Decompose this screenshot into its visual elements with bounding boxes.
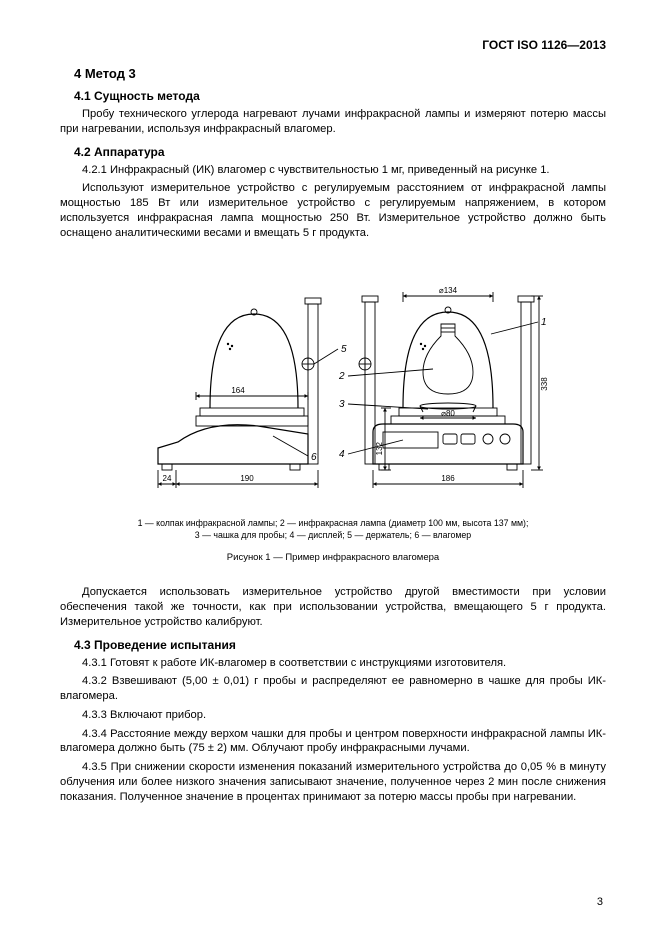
- figure-legend-2: 3 — чашка для пробы; 4 — дисплей; 5 — де…: [195, 530, 471, 540]
- figure-1-svg: 5 6 164 24 190 1 2 3 4 ⌀134 ⌀80 132 338 186: [113, 252, 553, 512]
- svg-text:2: 2: [338, 371, 345, 382]
- figure-legend-1: 1 — колпак инфракрасной лампы; 2 — инфра…: [138, 518, 529, 528]
- svg-text:164: 164: [231, 386, 245, 395]
- section-4-3-title: 4.3 Проведение испытания: [74, 638, 606, 652]
- para-4-2-1: 4.2.1 Инфракрасный (ИК) влагомер с чувст…: [60, 163, 606, 178]
- para-4-3-2: 4.3.2 Взвешивают (5,00 ± 0,01) г пробы и…: [60, 674, 606, 704]
- svg-text:1: 1: [541, 317, 547, 328]
- para-4-1: Пробу технического углерода нагревают лу…: [60, 107, 606, 137]
- para-4-3-5: 4.3.5 При снижении скорости изменения по…: [60, 760, 606, 804]
- svg-text:186: 186: [441, 474, 455, 483]
- svg-text:6: 6: [311, 452, 317, 463]
- page-number: 3: [597, 896, 603, 908]
- section-4-1-title: 4.1 Сущность метода: [74, 89, 606, 103]
- doc-header: ГОСТ ISO 1126—2013: [60, 38, 606, 52]
- para-4-3-3: 4.3.3 Включают прибор.: [60, 708, 606, 723]
- section-4-2-title: 4.2 Аппаратура: [74, 145, 606, 159]
- para-4-2-2: Используют измерительное устройство с ре…: [60, 181, 606, 240]
- para-after-fig: Допускается использовать измерительное у…: [60, 585, 606, 629]
- figure-caption: Рисунок 1 — Пример инфракрасного влагоме…: [60, 552, 606, 563]
- svg-text:24: 24: [163, 474, 172, 483]
- svg-text:338: 338: [540, 377, 549, 391]
- svg-text:⌀80: ⌀80: [441, 409, 455, 418]
- svg-text:⌀134: ⌀134: [439, 286, 458, 295]
- para-4-3-1: 4.3.1 Готовят к работе ИК-влагомер в соо…: [60, 656, 606, 671]
- section-4-title: 4 Метод 3: [74, 66, 606, 81]
- svg-text:3: 3: [339, 399, 345, 410]
- svg-text:190: 190: [240, 474, 254, 483]
- svg-text:4: 4: [339, 449, 345, 460]
- svg-text:5: 5: [341, 344, 347, 355]
- svg-text:132: 132: [375, 442, 384, 456]
- figure-1: 5 6 164 24 190 1 2 3 4 ⌀134 ⌀80 132 338 186 1 — колпа…: [60, 252, 606, 563]
- para-4-3-4: 4.3.4 Расстояние между верхом чашки для …: [60, 727, 606, 757]
